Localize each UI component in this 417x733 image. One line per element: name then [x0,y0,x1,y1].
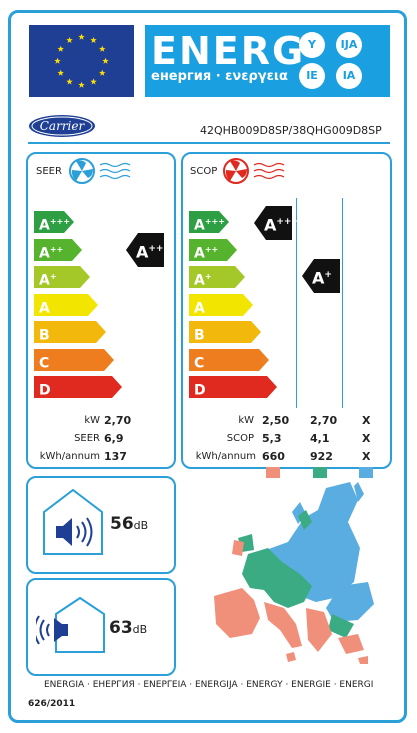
eu-star-icon [54,57,61,64]
fan-cold-icon [69,158,131,184]
heat-kw-label: kW [238,415,254,426]
carrier-logo: Carrier [29,115,95,137]
heat-scop-label: SCOP [226,433,254,444]
regulation-number: 626/2011 [28,699,76,709]
language-badge-y: Y [299,32,325,58]
heating-class-bar: A+ [189,266,245,289]
cooling-class-bar: B [34,321,106,344]
outdoor-noise-value: 63dB [109,618,148,638]
heating-class-bar: D [189,376,277,399]
scop-label: SCOP [190,166,218,177]
cool-kw-value: 2,70 [104,414,132,427]
cooling-class-label: D [39,382,51,399]
eu-flag [29,25,134,97]
eu-star-icon [90,78,97,85]
heating-class-label: A+ [194,272,212,289]
heat-kwh-label: kWh/annum [195,451,256,462]
heat-kwh-warmer: 660 [262,450,285,463]
cooling-class-bar: A [34,293,98,317]
heating-class-label: D [194,382,206,399]
cool-seer-label: SEER [74,433,100,444]
heating-class-bar: C [189,348,269,372]
energy-subtitle: енергия · ενεργεια [151,69,288,84]
heating-class-label: A+++ [194,217,225,234]
heating-panel [181,152,392,469]
cooling-rating-text: A++ [136,242,164,262]
cooling-class-bar: A++ [34,238,82,262]
heating-class-bar: A++ [189,238,237,262]
cooling-class-bar: C [34,348,114,372]
heat-kwh-average: 922 [310,450,333,463]
language-badge-ie: IE [299,63,325,89]
outdoor-unit-icon [36,596,105,653]
header-divider [28,142,390,144]
heat-kw-warmer: 2,50 [262,414,290,427]
heating-class-label: C [194,355,205,372]
brand-logo-text: Carrier [40,119,86,133]
zone-swatch-average [313,467,327,478]
heating-class-bar: A [189,293,253,317]
eu-star-icon [57,45,64,52]
heating-average-rating-arrow: A+ [302,259,340,293]
cooling-class-label: A+++ [39,217,70,234]
heating-average-rating-text: A+ [312,268,332,288]
zone-swatch-warmer [266,467,280,478]
fan-heat-icon [223,158,285,184]
zone-divider-2 [342,198,343,408]
cooling-class-label: A [39,300,50,317]
heating-warmer-rating-text: A+++ [264,215,300,235]
indoor-unit-icon [43,488,103,555]
energy-word: ENERG [151,29,306,73]
cooling-class-bar: D [34,376,122,399]
cooling-class-bar: A+++ [34,211,74,234]
cooling-class-label: A++ [39,244,64,262]
cool-kw-label: kW [84,415,100,426]
label-frame [8,10,407,723]
heating-class-bar: A+++ [189,211,229,234]
cool-kwh-label: kWh/annum [39,451,100,462]
zone-swatch-colder [359,467,373,478]
eu-star-icon [66,78,73,85]
heat-kwh-colder: X [362,450,371,463]
indoor-noise-value: 56dB [110,514,149,534]
outdoor-noise-panel [26,578,176,676]
heating-warmer-rating-arrow: A+++ [254,206,299,240]
heat-kw-colder: X [362,414,371,427]
cooling-class-label: C [39,355,50,372]
cooling-class-label: A+ [39,272,57,289]
model-number: 42QHB009D8SP/38QHG009D8SP [200,124,382,137]
eu-star-icon [78,33,85,40]
zone-divider-1 [296,198,297,408]
heat-kw-average: 2,70 [310,414,338,427]
eu-star-icon [66,36,73,43]
eu-star-icon [99,45,106,52]
europe-climate-map [214,482,374,664]
cooling-class-label: B [39,327,50,344]
eu-star-icon [99,69,106,76]
heat-scop-warmer: 5,3 [262,432,282,445]
eu-stars-icon [54,33,109,88]
heating-class-label: B [194,327,205,344]
heating-class-label: A++ [194,244,219,262]
seer-label: SEER [36,166,62,177]
cool-kwh-value: 137 [104,450,127,463]
eu-star-icon [90,36,97,43]
heat-scop-colder: X [362,432,371,445]
footer-languages: ENERGIA · ЕНЕРГИЯ · ΕΝΕΡΓΕΙΑ · ENERGIJA … [44,680,374,690]
heat-scop-average: 4,1 [310,432,330,445]
heating-class-bar: B [189,321,261,344]
language-badge-ija: IJA [336,32,362,58]
eu-star-icon [57,69,64,76]
eu-star-icon [102,57,109,64]
indoor-noise-panel [26,476,176,574]
cool-seer-value: 6,9 [104,432,124,445]
cooling-panel [26,152,176,469]
heating-class-label: A [194,300,205,317]
cooling-class-bar: A+ [34,266,90,289]
cooling-rating-arrow: A++ [126,233,164,267]
eu-star-icon [78,81,85,88]
language-badge-ia: IA [336,63,362,89]
